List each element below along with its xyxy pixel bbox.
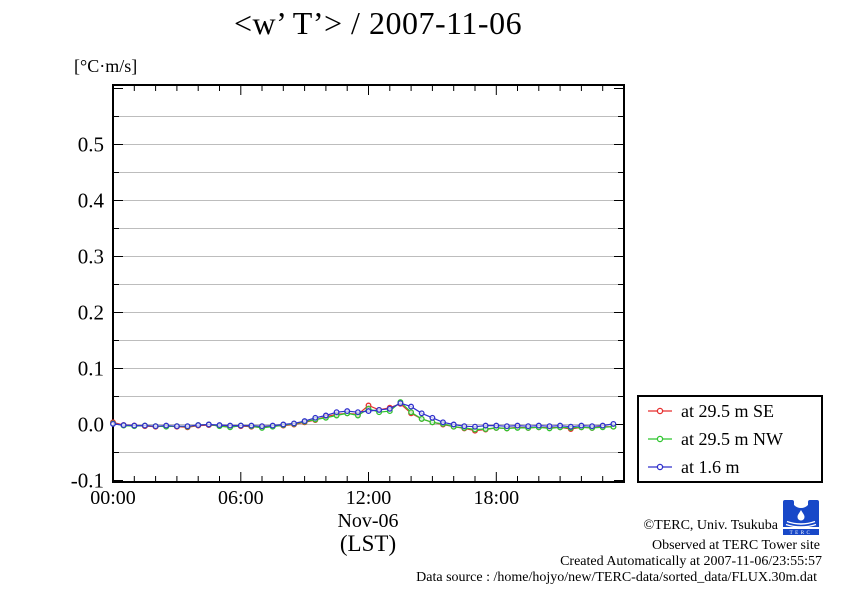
data-point (195, 422, 202, 429)
y-tick-label: 0.0 (78, 413, 104, 437)
legend-marker-icon (648, 407, 672, 415)
data-point (450, 421, 457, 428)
data-point (291, 420, 297, 427)
data-point (386, 405, 393, 412)
data-point (440, 419, 446, 426)
data-point (312, 414, 319, 421)
data-point (418, 410, 425, 417)
data-point (493, 422, 500, 429)
data-point (301, 418, 308, 425)
data-point (333, 409, 340, 416)
y-tick-label: 0.2 (78, 301, 104, 325)
data-point (408, 409, 415, 416)
data-point (503, 423, 510, 430)
data-point (578, 422, 585, 429)
legend-marker-icon (648, 463, 672, 471)
data-point (482, 422, 489, 429)
legend-item: at 29.5 m NW (646, 430, 821, 448)
legend-item: at 29.5 m SE (646, 402, 821, 420)
terc-logo-bar (783, 529, 819, 535)
data-point (525, 423, 532, 430)
y-tick-label: 0.5 (78, 133, 104, 157)
data-point (354, 409, 361, 416)
data-point (472, 423, 478, 430)
data-point (461, 423, 468, 430)
data-point (227, 422, 234, 429)
data-point (535, 422, 542, 429)
legend-marker-icon (648, 435, 672, 443)
data-point (418, 415, 425, 422)
data-point (163, 422, 170, 429)
x-axis-timezone-label: (LST) (339, 531, 397, 556)
terc-logo-graphic: TERC (783, 500, 819, 536)
legend-box: at 29.5 m SE at 29.5 m NW at 1.6 m (637, 395, 823, 483)
credit-line-copyright: ©TERC, Univ. Tsukuba (643, 518, 779, 533)
x-tick-label: 12:00 (346, 487, 392, 509)
data-point (322, 412, 329, 419)
y-axis-unit-label: [°C·m/s] (74, 56, 138, 76)
data-point (131, 422, 138, 429)
data-point (248, 422, 255, 429)
water-drop-icon (797, 510, 805, 521)
y-tick-label: -0.1 (71, 469, 104, 493)
data-point (237, 422, 244, 429)
data-point (408, 403, 415, 410)
terc-logo-text: TERC (790, 531, 813, 535)
x-tick-label: 18:00 (474, 487, 520, 509)
data-point (216, 422, 223, 429)
data-point (557, 422, 564, 429)
plot-frame (112, 84, 625, 483)
x-tick-label: 06:00 (218, 487, 264, 509)
data-point (184, 423, 191, 430)
data-point (567, 423, 574, 430)
data-point (365, 408, 372, 415)
data-point (397, 400, 404, 407)
y-tick-label: 0.1 (78, 357, 104, 381)
legend-item: at 1.6 m (646, 458, 821, 476)
x-tick-label: 00:00 (90, 487, 136, 509)
wave-line-icon (786, 520, 816, 525)
data-point (280, 421, 287, 428)
data-point (205, 421, 212, 428)
data-point (110, 420, 116, 427)
chart-title: <w’ T’> / 2007-11-06 (233, 5, 523, 41)
data-point (589, 423, 596, 430)
terc-logo: TERC (781, 499, 821, 536)
data-point (610, 420, 617, 427)
data-point (259, 423, 265, 430)
data-point (120, 422, 127, 429)
legend-item-label: at 1.6 m (681, 457, 740, 477)
credit-line-observed: Observed at TERC Tower site (651, 538, 820, 553)
data-point (599, 422, 606, 429)
data-point (546, 423, 553, 430)
legend-item-label: at 29.5 m NW (681, 429, 783, 449)
x-axis-date-label: Nov-06 (337, 510, 399, 532)
data-point (152, 423, 159, 430)
y-tick-label: 0.4 (78, 189, 105, 213)
wave-line-icon (785, 523, 817, 528)
data-point (429, 414, 436, 421)
data-point (514, 422, 521, 429)
y-tick-label: 0.3 (78, 245, 104, 269)
data-point (141, 422, 148, 429)
data-point (269, 422, 276, 429)
data-point (173, 423, 180, 430)
legend-item-label: at 29.5 m SE (681, 401, 774, 421)
credit-line-datasource: Data source : /home/hojyo/new/TERC-data/… (416, 570, 817, 585)
data-point (376, 406, 383, 413)
data-point (344, 408, 351, 415)
credit-line-created: Created Automatically at 2007-11-06/23:5… (560, 554, 822, 569)
